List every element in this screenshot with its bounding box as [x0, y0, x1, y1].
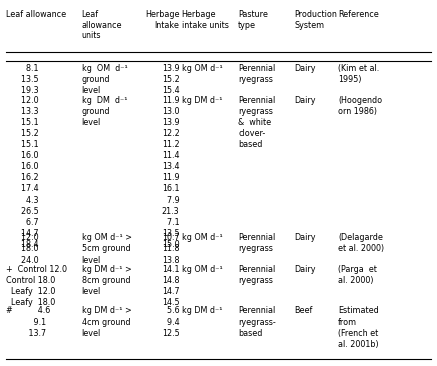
Text: Dairy: Dairy [295, 96, 316, 105]
Text: kg DM d⁻¹ >
8cm ground
level: kg DM d⁻¹ > 8cm ground level [82, 265, 132, 296]
Text: kg DM d⁻¹: kg DM d⁻¹ [182, 306, 222, 315]
Text: Dairy: Dairy [295, 233, 316, 242]
Text: Reference: Reference [338, 11, 379, 19]
Text: 12.0
      18.0
      24.0: 12.0 18.0 24.0 [6, 233, 38, 265]
Text: kg OM d⁻¹: kg OM d⁻¹ [182, 64, 222, 73]
Text: Production
System: Production System [295, 11, 337, 30]
Text: kg DM d⁻¹ >
4cm ground
level: kg DM d⁻¹ > 4cm ground level [82, 306, 132, 338]
Text: 5.6
  9.4
12.5: 5.6 9.4 12.5 [162, 306, 180, 338]
Text: kg OM d⁻¹: kg OM d⁻¹ [182, 233, 222, 242]
Text: kg OM d⁻¹ >
5cm ground
level: kg OM d⁻¹ > 5cm ground level [82, 233, 132, 265]
Text: kg  OM  d⁻¹
ground
level: kg OM d⁻¹ ground level [82, 64, 128, 95]
Text: Pasture
type: Pasture type [238, 11, 268, 30]
Text: Leaf
allowance
units: Leaf allowance units [82, 11, 122, 40]
Text: Perennial
ryegrass
&  white
clover-
based: Perennial ryegrass & white clover- based [238, 96, 275, 149]
Text: 14.1
14.8
14.7
14.5: 14.1 14.8 14.7 14.5 [162, 265, 180, 307]
Text: +  Control 12.0
Control 18.0
  Leafy  12.0
  Leafy  18.0: + Control 12.0 Control 18.0 Leafy 12.0 L… [6, 265, 67, 307]
Text: Beef: Beef [295, 306, 313, 315]
Text: kg  DM  d⁻¹
ground
level: kg DM d⁻¹ ground level [82, 96, 127, 127]
Text: kg OM d⁻¹: kg OM d⁻¹ [182, 265, 222, 274]
Text: 11.9
13.0
13.9
12.2
11.2
11.4
13.4
11.9
16.1
  7.9
21.3
  7.1
13.5
15.0: 11.9 13.0 13.9 12.2 11.2 11.4 13.4 11.9 … [162, 96, 180, 249]
Text: (Delagarde
et al. 2000): (Delagarde et al. 2000) [338, 233, 384, 253]
Text: Perennial
ryegrass-
based: Perennial ryegrass- based [238, 306, 276, 338]
Text: #          4.6
           9.1
         13.7: # 4.6 9.1 13.7 [6, 306, 50, 338]
Text: (Parga  et
al. 2000): (Parga et al. 2000) [338, 265, 377, 285]
Text: Perennial
ryegrass: Perennial ryegrass [238, 233, 275, 253]
Text: Dairy: Dairy [295, 265, 316, 274]
Text: (Kim et al.
1995): (Kim et al. 1995) [338, 64, 379, 84]
Text: 10.7
11.8
13.8: 10.7 11.8 13.8 [162, 233, 180, 265]
Text: Leaf allowance: Leaf allowance [6, 11, 66, 19]
Text: Dairy: Dairy [295, 64, 316, 73]
Text: Estimated
from
(French et
al. 2001b): Estimated from (French et al. 2001b) [338, 306, 379, 349]
Text: Perennial
ryegrass: Perennial ryegrass [238, 64, 275, 84]
Text: Herbage
Intake: Herbage Intake [145, 11, 180, 30]
Text: Herbage
intake units: Herbage intake units [182, 11, 229, 30]
Text: 13.9
15.2
15.4: 13.9 15.2 15.4 [162, 64, 180, 95]
Text: (Hoogendo
orn 1986): (Hoogendo orn 1986) [338, 96, 382, 116]
Text: 8.1
      13.5
      19.3: 8.1 13.5 19.3 [6, 64, 38, 95]
Text: Perennial
ryegrass: Perennial ryegrass [238, 265, 275, 285]
Text: kg DM d⁻¹: kg DM d⁻¹ [182, 96, 222, 105]
Text: 12.0
      13.3
      15.1
      15.2
      15.1
      16.0
      16.0
      16.: 12.0 13.3 15.1 15.2 15.1 16.0 16.0 16. [6, 96, 38, 249]
